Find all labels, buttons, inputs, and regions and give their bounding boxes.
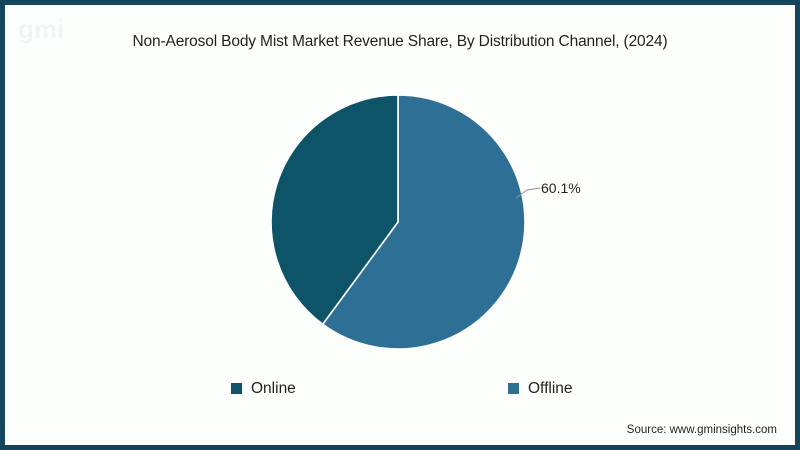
data-label-offline: 60.1% <box>541 180 581 196</box>
pie-slice-offline[interactable] <box>321 94 526 350</box>
gminsights-watermark-icon: gmi <box>18 14 64 44</box>
leader-line-offline <box>515 187 541 199</box>
legend-item-offline[interactable]: Offline <box>508 381 573 397</box>
legend-label-offline: Offline <box>528 380 573 397</box>
source-note: Source: www.gminsights.com <box>626 424 777 436</box>
legend-item-online[interactable]: Online <box>231 381 296 397</box>
legend-label-online: Online <box>251 380 296 397</box>
chart-title: Non-Aerosol Body Mist Market Revenue Sha… <box>132 33 668 50</box>
legend-swatch-online <box>231 383 242 395</box>
chart-legend: Online Offline <box>0 379 800 405</box>
svg-text:gmi: gmi <box>18 14 64 44</box>
pie-slice-online[interactable] <box>270 94 399 326</box>
legend-swatch-offline <box>508 383 519 395</box>
pie-slices <box>270 94 526 350</box>
